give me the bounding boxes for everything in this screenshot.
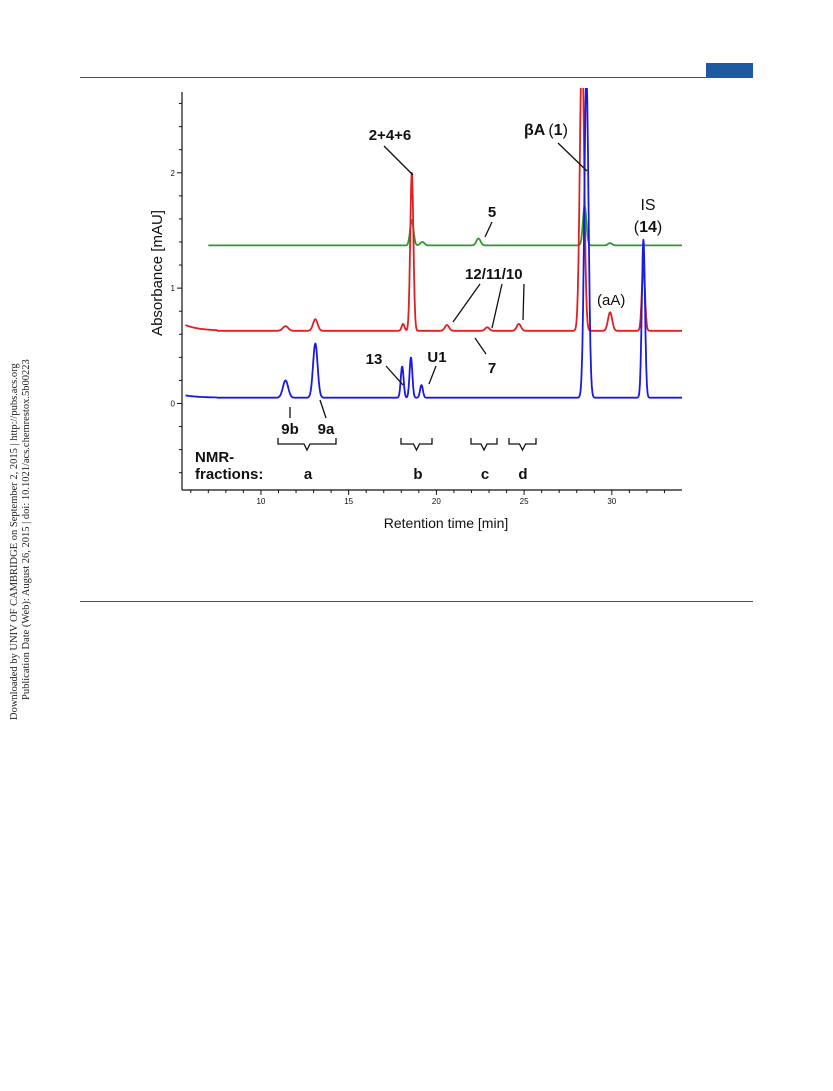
- x-tick-label: 15: [344, 497, 353, 506]
- trace-line-2: [185, 88, 682, 332]
- label-peak-9b: 9b: [281, 421, 299, 438]
- y-tick-label: 1: [171, 284, 176, 293]
- label-internal-standard-compound: (14): [634, 219, 662, 236]
- page-corner-tab: [706, 63, 753, 78]
- nmr-fractions-title-1: NMR-: [195, 449, 234, 466]
- x-tick-label: 25: [520, 497, 529, 506]
- fraction-c-label: c: [481, 466, 489, 483]
- label-slash-1: /: [482, 266, 487, 283]
- label-12-11-10: 12/11/10: [465, 266, 523, 283]
- label-beta-alanine-symbol: βA: [524, 122, 546, 139]
- pointer-9a: [319, 399, 327, 419]
- pointer-7: [474, 337, 487, 355]
- pointer-12: [452, 283, 481, 323]
- pointer-2-4-6: [383, 145, 414, 176]
- label-peak-5: 5: [488, 204, 496, 221]
- top-rule: [80, 77, 753, 78]
- trace-line-3: [185, 88, 682, 399]
- fraction-a-label: a: [304, 466, 313, 483]
- label-beta-alanine: βA (1): [524, 122, 568, 139]
- download-note-line-1: Downloaded by UNIV OF CAMBRIDGE on Septe…: [9, 363, 20, 720]
- label-peak-2-4-6: 2+4+6: [369, 127, 412, 144]
- label-is-number: 14: [639, 219, 657, 236]
- x-axis-label: Retention time [min]: [384, 515, 509, 531]
- label-aA: (aA): [597, 292, 625, 309]
- label-peak-U1: U1: [427, 349, 446, 366]
- nmr-fractions-title-2: fractions:: [195, 466, 263, 483]
- download-note: Downloaded by UNIV OF CAMBRIDGE on Septe…: [9, 359, 33, 720]
- fraction-b-label: b: [413, 466, 422, 483]
- label-slash-2: /: [502, 266, 507, 283]
- label-internal-standard: IS: [640, 197, 655, 214]
- label-peak-7: 7: [488, 360, 496, 377]
- download-note-line-2: Publication Date (Web): August 26, 2015 …: [21, 359, 32, 700]
- x-tick-label: 30: [607, 497, 616, 506]
- fraction-c-brace: [470, 438, 498, 452]
- pointer-13: [385, 365, 404, 386]
- annotation-marks: [277, 142, 588, 452]
- fraction-a-brace: [277, 438, 337, 452]
- trace-group: [185, 88, 682, 399]
- pointer-10: [522, 283, 525, 321]
- y-axis-label: Absorbance [mAU]: [149, 210, 166, 336]
- label-peak-10: 10: [506, 266, 523, 283]
- trace-line-1: [207, 205, 682, 247]
- label-beta-alanine-number: 1: [554, 122, 563, 139]
- fraction-b-brace: [400, 438, 433, 452]
- pointer-5: [484, 221, 493, 238]
- y-tick-label: 2: [171, 169, 176, 178]
- fraction-d-brace: [508, 438, 537, 452]
- fraction-d-label: d: [518, 466, 527, 483]
- y-tick-label: 0: [171, 399, 176, 408]
- label-peak-12: 12: [465, 266, 482, 283]
- x-tick-label: 10: [256, 497, 265, 506]
- bottom-rule: [80, 601, 753, 602]
- pointer-beta-alanine: [557, 142, 588, 172]
- pointer-U1: [428, 365, 437, 385]
- label-peak-13: 13: [366, 351, 383, 368]
- label-peak-9a: 9a: [318, 421, 335, 438]
- pointer-11: [491, 283, 503, 329]
- label-peak-11: 11: [486, 266, 502, 283]
- x-tick-label: 20: [432, 497, 441, 506]
